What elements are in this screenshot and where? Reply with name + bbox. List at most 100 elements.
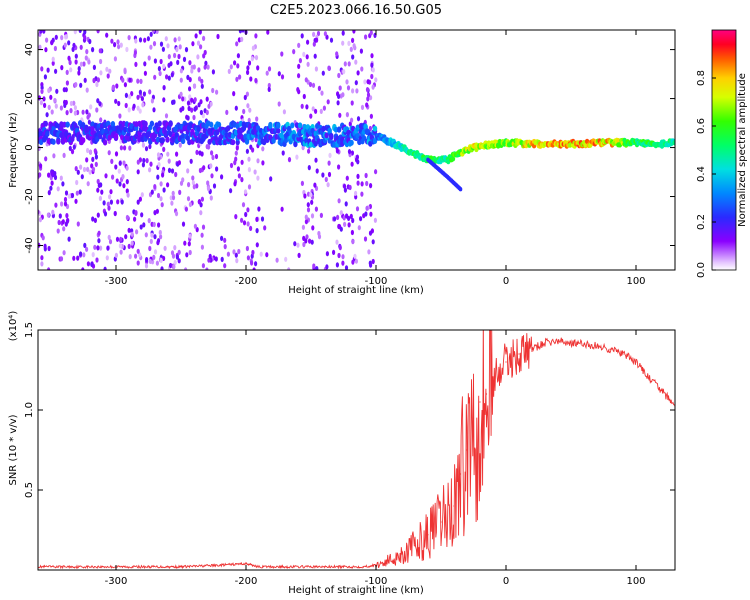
ridge-mark: [126, 135, 131, 142]
noise-speckle: [185, 252, 189, 258]
noise-speckle: [313, 53, 317, 59]
noise-speckle: [342, 183, 347, 189]
noise-speckle: [142, 91, 146, 97]
noise-speckle: [134, 38, 138, 44]
noise-speckle: [174, 211, 179, 217]
noise-speckle: [197, 67, 201, 73]
noise-speckle: [38, 44, 42, 50]
noise-speckle: [300, 33, 304, 39]
noise-speckle: [44, 47, 48, 53]
noise-speckle: [302, 93, 306, 100]
noise-speckle: [321, 172, 325, 178]
noise-speckle: [141, 162, 145, 168]
snr-point: [498, 369, 501, 371]
noise-speckle: [371, 258, 375, 265]
noise-speckle: [125, 188, 129, 194]
noise-speckle: [345, 175, 349, 181]
noise-speckle: [40, 255, 44, 261]
noise-speckle: [64, 34, 69, 40]
noise-speckle: [315, 266, 319, 270]
noise-speckle: [134, 210, 138, 216]
snr-point: [388, 559, 390, 562]
noise-speckle: [354, 258, 358, 264]
ridge-mark: [196, 126, 201, 132]
noise-speckle: [108, 68, 112, 74]
noise-speckle: [267, 66, 272, 72]
noise-speckle: [63, 201, 68, 207]
noise-speckle: [72, 42, 76, 48]
noise-speckle: [181, 221, 186, 227]
snr-axes: -300 -200 -100 0 100 0.5 1.0 1.5: [24, 322, 675, 587]
noise-speckle: [191, 175, 195, 181]
noise-speckle: [371, 67, 375, 73]
noise-speckle: [147, 55, 151, 61]
y-tick-label: 40: [24, 43, 35, 56]
noise-speckle: [269, 176, 273, 182]
colorbar-ticks: 0.0 0.2 0.4 0.6 0.8: [696, 70, 716, 278]
noise-speckle: [111, 85, 115, 91]
noise-speckle: [220, 256, 224, 262]
noise-speckle: [142, 222, 146, 228]
noise-speckle: [46, 67, 50, 73]
noise-speckle: [234, 156, 238, 162]
ridge-mark: [157, 120, 162, 127]
noise-speckle: [287, 157, 292, 163]
noise-speckle: [343, 187, 347, 193]
noise-speckle: [51, 209, 55, 215]
noise-speckle: [61, 181, 65, 187]
snr-point: [544, 342, 546, 344]
noise-speckle: [332, 249, 336, 255]
noise-speckle: [139, 224, 143, 230]
noise-speckle: [175, 46, 179, 53]
snr-point: [531, 348, 533, 350]
noise-speckle: [374, 77, 378, 83]
noise-speckle: [87, 119, 91, 125]
noise-speckle: [337, 252, 341, 259]
noise-speckle: [233, 60, 237, 66]
noise-speckle: [128, 77, 132, 83]
noise-speckle: [216, 33, 220, 40]
ridge-mark: [56, 138, 61, 145]
noise-speckle: [65, 69, 69, 75]
noise-speckle: [167, 158, 171, 164]
ridge-mark: [59, 132, 64, 139]
noise-speckle: [75, 179, 79, 186]
noise-speckle: [336, 214, 340, 220]
ridge-mark: [327, 127, 332, 134]
noise-speckle: [60, 65, 64, 71]
y-tick-label: 20: [24, 92, 35, 105]
ridge-mark: [180, 138, 186, 145]
snr-point: [414, 545, 416, 547]
noise-speckle: [344, 265, 349, 270]
noise-speckle: [368, 230, 373, 236]
noise-speckle: [67, 40, 71, 46]
noise-speckle: [103, 211, 108, 217]
noise-speckle: [56, 228, 60, 234]
noise-speckle: [74, 59, 78, 65]
noise-speckle: [159, 196, 163, 202]
noise-speckle: [84, 55, 88, 61]
noise-speckle: [55, 88, 59, 94]
noise-speckle: [355, 206, 360, 212]
noise-speckle: [53, 45, 58, 52]
noise-speckle: [41, 235, 45, 241]
noise-speckle: [335, 262, 339, 268]
noise-speckle: [238, 30, 242, 34]
noise-speckle: [337, 164, 341, 170]
noise-speckle: [198, 167, 202, 174]
ridge-mark: [215, 129, 220, 136]
noise-speckle: [317, 230, 321, 237]
noise-speckle: [310, 213, 315, 219]
noise-speckle: [326, 99, 330, 105]
noise-speckle: [144, 146, 149, 152]
noise-speckle: [352, 30, 356, 34]
noise-speckle: [138, 196, 142, 202]
noise-speckle: [312, 41, 316, 47]
noise-speckle: [96, 212, 100, 218]
noise-speckle: [296, 87, 300, 93]
noise-speckle: [354, 190, 358, 196]
noise-speckle: [243, 94, 247, 101]
noise-speckle: [57, 219, 61, 226]
noise-speckle: [235, 76, 239, 82]
